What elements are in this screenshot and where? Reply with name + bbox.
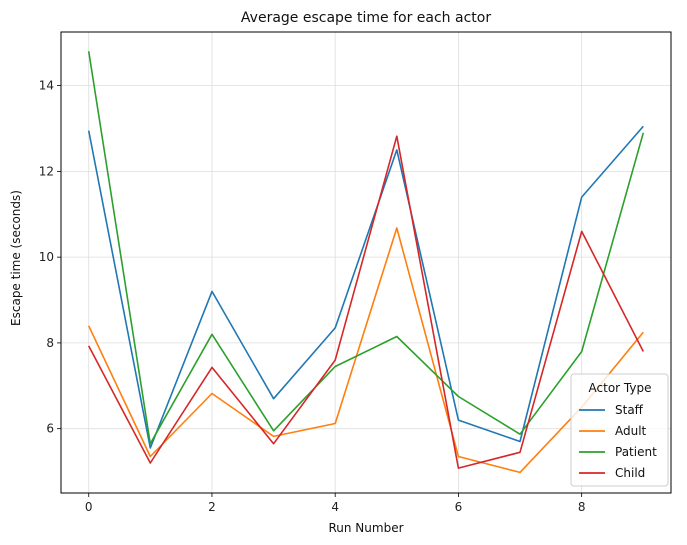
axis-ticks: 0 2 4 6 8 6 8 10 12 14 [39, 79, 586, 514]
legend: Actor Type Staff Adult Patient Child [570, 373, 669, 487]
legend-box [570, 373, 669, 487]
x-tick-label: 8 [578, 500, 586, 514]
x-tick-label: 2 [208, 500, 216, 514]
plot-area-frame [60, 31, 672, 494]
series-lines [87, 51, 645, 474]
y-tick-label: 10 [39, 250, 54, 264]
legend-entry-label: Adult [615, 424, 647, 438]
x-tick-label: 0 [85, 500, 93, 514]
legend-entry-label: Patient [615, 445, 657, 459]
y-axis-label: Escape time (seconds) [9, 190, 23, 326]
y-tick-label: 6 [46, 422, 54, 436]
x-axis-label: Run Number [328, 521, 403, 535]
gridlines [61, 32, 671, 493]
series-line-staff [87, 125, 644, 449]
series-line-patient [87, 51, 645, 445]
legend-entry-label: Child [615, 466, 645, 480]
y-tick-label: 14 [39, 79, 54, 93]
x-tick-label: 4 [331, 500, 339, 514]
series-line-adult [87, 227, 644, 474]
chart-title: Average escape time for each actor [241, 10, 491, 26]
y-tick-label: 8 [46, 336, 54, 350]
y-tick-label: 12 [39, 164, 54, 178]
x-tick-label: 6 [455, 500, 463, 514]
legend-title: Actor Type [589, 381, 652, 395]
series-line-child [87, 135, 645, 469]
legend-entry-label: Staff [615, 403, 644, 417]
